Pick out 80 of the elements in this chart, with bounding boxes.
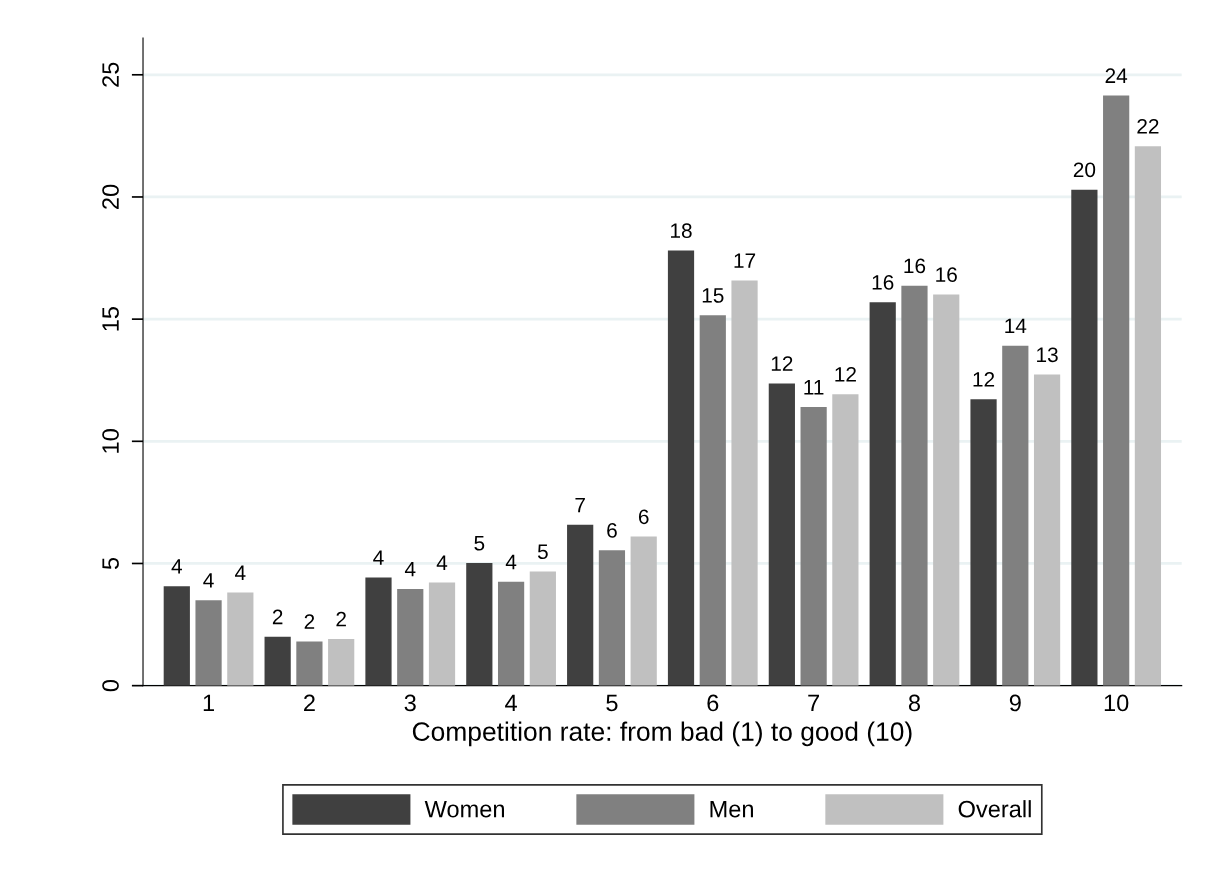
data-label: 4 (404, 561, 416, 577)
x-tick-label: 5 (606, 694, 618, 712)
data-label: 12 (771, 356, 793, 371)
bar (227, 592, 254, 686)
bar (901, 285, 928, 686)
y-tick-label: 10 (102, 429, 119, 453)
y-tick-label: 0 (102, 680, 119, 692)
data-label: 16 (904, 258, 926, 274)
bar (428, 582, 456, 686)
bar (1071, 189, 1098, 686)
bar (869, 302, 896, 686)
data-label: 16 (872, 275, 894, 290)
data-label: 12 (835, 366, 856, 382)
legend-label: Overall (958, 800, 1031, 818)
data-label: 4 (505, 554, 517, 570)
data-label: 15 (702, 288, 724, 303)
x-tick-label: 3 (404, 694, 416, 712)
bar (466, 562, 493, 686)
y-tick-label: 5 (102, 557, 119, 570)
bar (497, 581, 525, 686)
data-label: 13 (1037, 347, 1058, 363)
x-tick-label: 4 (505, 694, 517, 712)
data-label: 6 (638, 509, 649, 525)
data-label: 4 (171, 559, 182, 574)
bar (163, 586, 190, 686)
legend-label: Men (710, 800, 753, 818)
bar (1002, 345, 1029, 686)
data-label: 4 (203, 573, 214, 588)
data-label: 2 (336, 611, 346, 627)
bar (630, 536, 657, 686)
x-tick-label: 8 (908, 694, 921, 712)
data-label: 18 (671, 223, 692, 239)
data-label: 16 (936, 267, 957, 283)
bar (1033, 374, 1061, 686)
bar (598, 550, 626, 686)
bar (699, 315, 726, 686)
data-label: 17 (734, 253, 756, 268)
x-tick-label: 2 (304, 694, 315, 712)
data-label: 22 (1137, 118, 1159, 134)
data-label: 14 (1005, 318, 1027, 334)
data-label: 2 (304, 614, 315, 629)
data-label: 20 (1073, 162, 1096, 178)
bar (529, 571, 556, 686)
text: Women (424, 800, 504, 818)
bar (832, 394, 859, 686)
data-label: 6 (607, 523, 617, 538)
data-label: 2 (272, 609, 283, 625)
bar (264, 636, 291, 686)
x-tick-label: 7 (808, 694, 819, 712)
data-label: 5 (474, 536, 485, 551)
y-tick-label: 25 (102, 62, 119, 87)
bar (933, 294, 960, 686)
bar (800, 407, 827, 686)
x-tick-label: 6 (707, 694, 719, 712)
y-tick-label: 20 (102, 184, 119, 209)
x-axis-title: Competition rate: from bad (1) to good (10) (412, 721, 912, 747)
bar (397, 588, 424, 686)
y-tick-label: 15 (102, 306, 119, 331)
data-label: 24 (1105, 68, 1128, 83)
bar (365, 577, 392, 686)
bar (1103, 95, 1130, 686)
bar (667, 250, 695, 686)
bar (328, 638, 355, 686)
x-tick-label: 1 (203, 694, 214, 712)
bar (970, 399, 997, 686)
data-label: 7 (575, 497, 585, 513)
bar (731, 280, 758, 686)
bar (1134, 146, 1162, 686)
x-tick-label: 9 (1009, 694, 1021, 712)
bar (768, 383, 795, 686)
data-label: 4 (235, 565, 246, 580)
data-label: 4 (436, 555, 448, 570)
x-tick-label: 10 (1104, 694, 1129, 712)
bar (567, 524, 594, 686)
bar (296, 641, 323, 686)
bar (195, 600, 222, 686)
data-label: 5 (537, 544, 548, 560)
data-label: 12 (973, 372, 995, 387)
data-label: 11 (804, 380, 824, 395)
data-label: 4 (373, 550, 384, 565)
